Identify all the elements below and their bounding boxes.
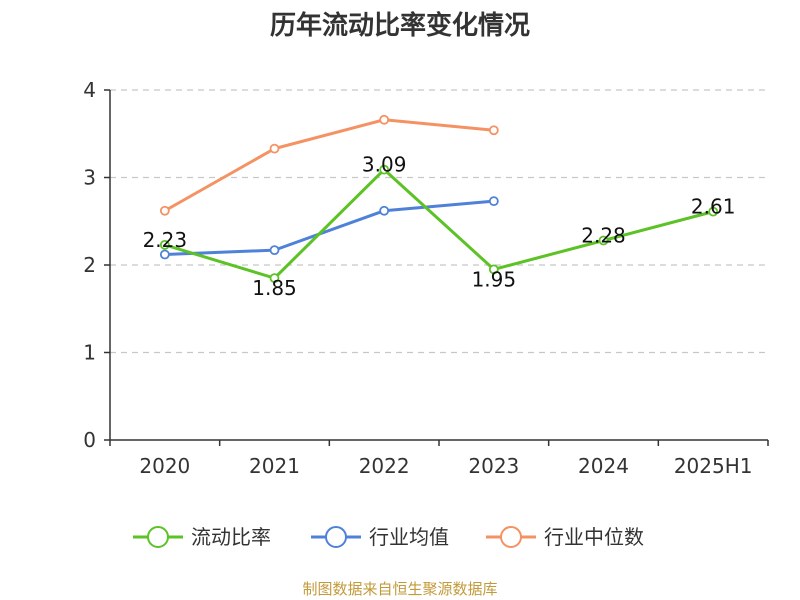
y-axis-ticks: 0 1 2 3 4 <box>83 78 110 452</box>
legend-swatch-marker <box>147 526 169 548</box>
data-label: 2.28 <box>581 224 626 248</box>
legend-label: 流动比率 <box>191 525 271 549</box>
legend-item: 行业中位数 <box>486 525 644 549</box>
data-point <box>488 264 499 275</box>
data-point <box>159 239 170 250</box>
series-2 <box>159 114 499 216</box>
data-point <box>159 249 170 260</box>
legend-swatch-marker <box>325 526 347 548</box>
series-line <box>164 118 494 213</box>
legend: 流动比率 行业均值 行业中位数 <box>133 525 644 549</box>
data-label: 2.23 <box>143 228 188 252</box>
axes <box>109 90 768 441</box>
data-point <box>488 196 499 207</box>
data-point <box>159 205 170 216</box>
series-lines <box>159 114 719 284</box>
data-label: 2.61 <box>691 195 736 219</box>
legend-swatch-marker <box>500 526 522 548</box>
data-label: 3.09 <box>362 153 407 177</box>
data-point <box>379 164 390 175</box>
data-point <box>269 245 280 256</box>
series-line <box>164 168 714 280</box>
x-axis-ticks: 2020 2021 2022 2023 2024 2025H1 <box>109 440 769 478</box>
data-point <box>269 143 280 154</box>
data-point <box>488 125 499 136</box>
legend-item: 行业均值 <box>311 525 449 549</box>
source-note: 制图数据来自恒生聚源数据库 <box>302 580 497 598</box>
y-tick-label: 4 <box>83 78 96 102</box>
y-tick-label: 1 <box>83 341 96 365</box>
data-point <box>708 206 719 217</box>
y-tick-label: 3 <box>83 166 96 190</box>
data-label: 1.95 <box>472 267 517 291</box>
legend-label: 行业中位数 <box>544 525 644 549</box>
legend-label: 行业均值 <box>369 525 449 549</box>
data-point <box>269 273 280 284</box>
x-tick-label: 2023 <box>468 454 519 478</box>
data-point <box>598 235 609 246</box>
x-tick-label: 2021 <box>249 454 300 478</box>
series-0 <box>159 164 719 284</box>
series-line <box>164 199 494 256</box>
data-label: 1.85 <box>252 276 297 300</box>
data-labels: 2.23 1.85 3.09 1.95 2.28 2.61 <box>143 153 736 301</box>
data-point <box>379 114 390 125</box>
y-tick-label: 2 <box>83 253 96 277</box>
x-tick-label: 2020 <box>139 454 190 478</box>
data-point <box>379 205 390 216</box>
series-1 <box>159 196 499 260</box>
x-tick-label: 2025H1 <box>674 454 753 478</box>
legend-item: 流动比率 <box>133 525 271 549</box>
x-tick-label: 2022 <box>359 454 410 478</box>
y-tick-label: 0 <box>83 428 96 452</box>
x-tick-label: 2024 <box>578 454 629 478</box>
chart-title: 历年流动比率变化情况 <box>270 10 530 41</box>
